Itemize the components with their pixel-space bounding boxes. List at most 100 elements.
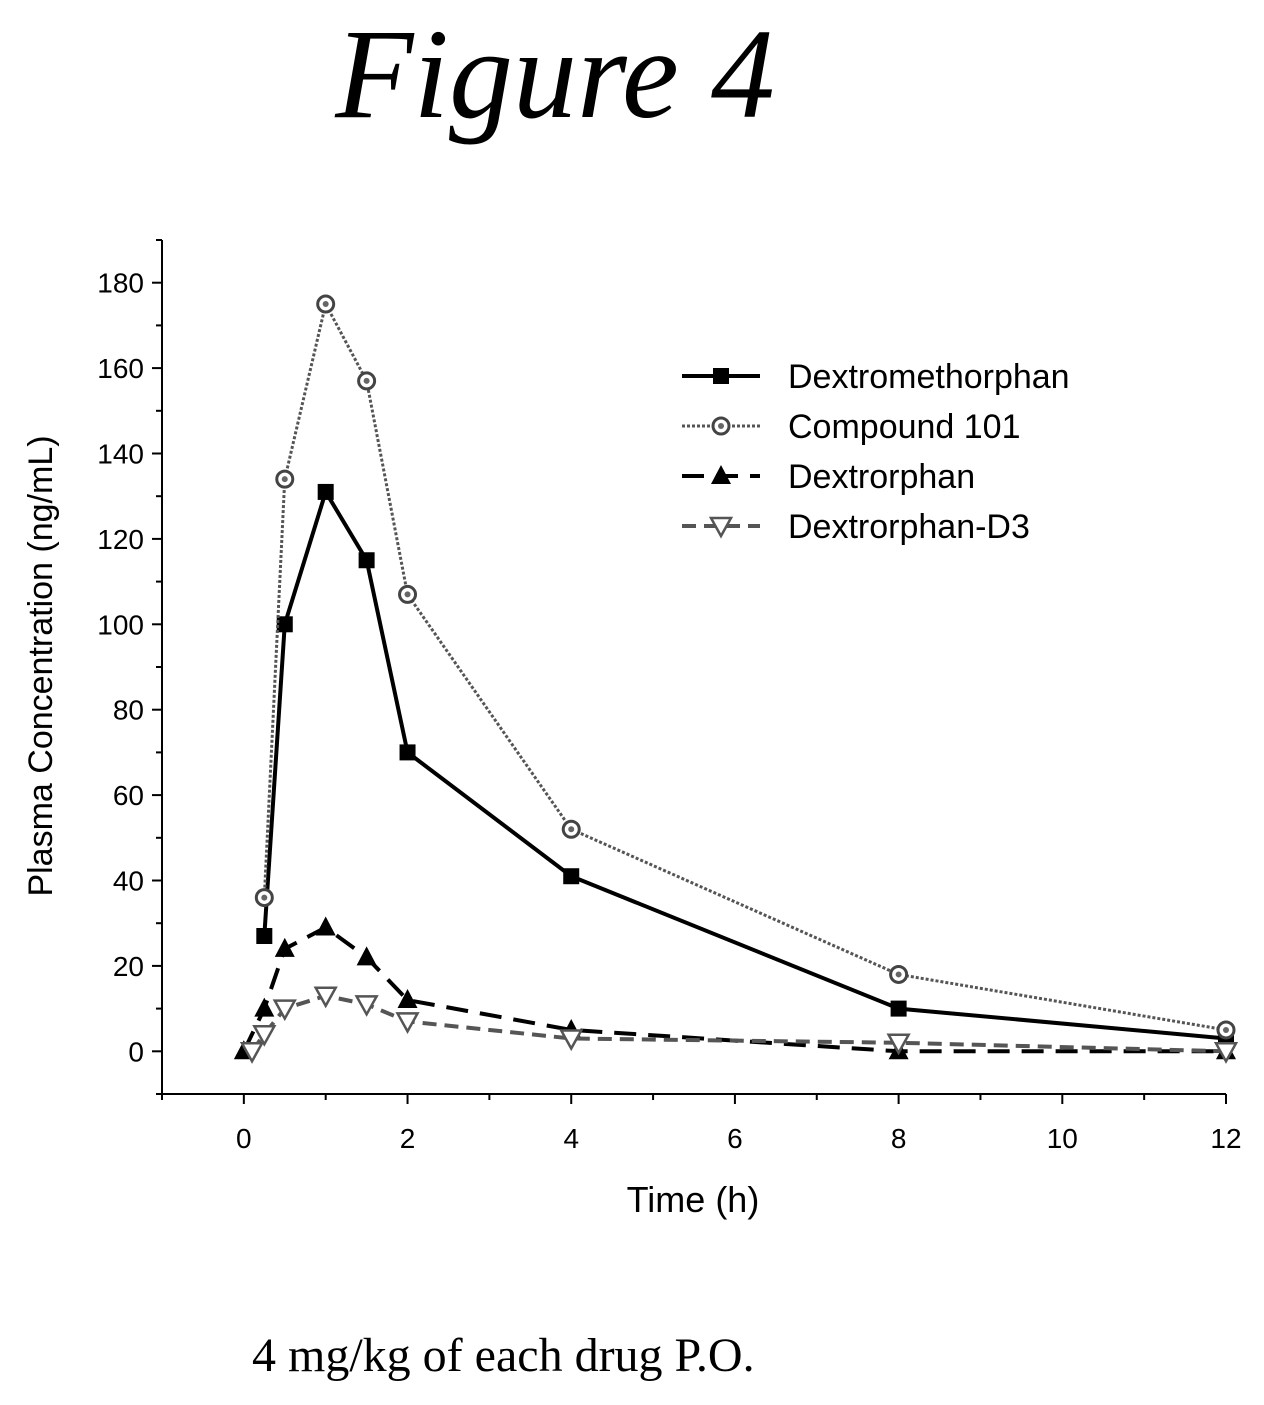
- square-marker: [276, 616, 293, 633]
- data-point: [890, 1000, 907, 1017]
- data-point: [254, 888, 274, 908]
- triangle-down-marker: [272, 999, 297, 1022]
- y-tick-label: 120: [97, 524, 144, 555]
- data-point: [274, 937, 295, 957]
- data-point: [272, 999, 297, 1022]
- data-point: [398, 584, 418, 604]
- series-layer: [233, 294, 1239, 1064]
- circle-marker-center: [404, 591, 411, 598]
- data-point: [354, 995, 379, 1017]
- data-point: [889, 964, 909, 984]
- series-dextrorphan: [233, 916, 1236, 1060]
- triangle-down-marker: [559, 1029, 584, 1052]
- legend-label: Dextrorphan-D3: [788, 508, 1030, 546]
- figure-caption: 4 mg/kg of each drug P.O.: [252, 1329, 755, 1382]
- legend-label: Compound 101: [788, 408, 1021, 446]
- x-tick-label: 10: [1047, 1123, 1078, 1154]
- circle-marker-center: [322, 301, 329, 308]
- data-point: [708, 516, 734, 539]
- data-point: [254, 997, 275, 1017]
- series-dextromethorphan: [256, 483, 1234, 1047]
- x-tick-label: 0: [236, 1123, 252, 1154]
- series-dextrorphan-d3: [239, 986, 1239, 1064]
- data-point: [559, 1029, 584, 1052]
- data-point: [317, 483, 334, 500]
- triangle-down-marker: [1213, 1042, 1239, 1064]
- legend-label: Dextrorphan: [788, 458, 975, 496]
- data-point: [252, 1024, 277, 1047]
- triangle-down-marker: [313, 986, 338, 1009]
- circle-marker-center: [568, 826, 575, 833]
- circle-marker-center: [718, 423, 724, 429]
- data-point: [275, 469, 295, 489]
- y-tick-label: 0: [128, 1036, 144, 1067]
- x-tick-label: 12: [1210, 1123, 1241, 1154]
- data-point: [397, 989, 418, 1009]
- data-point: [711, 465, 731, 484]
- data-point: [256, 928, 273, 945]
- square-marker: [563, 868, 580, 885]
- triangle-down-marker: [886, 1033, 911, 1056]
- square-marker: [358, 552, 375, 569]
- square-marker: [317, 483, 334, 500]
- triangle-marker: [315, 916, 336, 936]
- data-point: [276, 616, 293, 633]
- square-marker: [890, 1000, 907, 1017]
- series-line: [262, 487, 1227, 1041]
- data-point: [561, 819, 581, 839]
- x-axis-ticks: 0 2 4 6 8 10 12: [161, 1094, 1242, 1154]
- triangle-down-marker: [239, 1042, 265, 1064]
- data-point: [315, 916, 336, 936]
- data-point: [357, 371, 377, 391]
- x-tick-label: 8: [891, 1123, 907, 1154]
- data-point: [399, 744, 416, 761]
- data-point: [1213, 1042, 1239, 1064]
- triangle-marker: [356, 946, 377, 966]
- x-tick-label: 2: [400, 1123, 416, 1154]
- triangle-marker: [711, 465, 731, 484]
- data-point: [1216, 1020, 1236, 1040]
- y-tick-label: 140: [97, 439, 144, 470]
- data-point: [886, 1033, 911, 1056]
- triangle-marker: [274, 937, 295, 957]
- data-point: [395, 1012, 420, 1034]
- triangle-down-marker: [708, 516, 734, 539]
- y-tick-label: 60: [113, 780, 144, 811]
- y-tick-label: 40: [113, 866, 144, 897]
- data-point: [358, 552, 375, 569]
- y-axis-ticks: 0 20 40 60 80 100 120 140 160 180: [97, 239, 162, 1095]
- data-point: [563, 868, 580, 885]
- y-tick-label: 20: [113, 951, 144, 982]
- x-axis-label: Time (h): [627, 1179, 760, 1220]
- data-point: [239, 1042, 265, 1064]
- data-point: [711, 416, 731, 436]
- data-point: [313, 986, 338, 1009]
- circle-marker-center: [281, 476, 288, 483]
- legend: Dextromethorphan Compound 101 Dextrorphan D…: [682, 358, 1070, 546]
- triangle-down-marker: [354, 995, 379, 1017]
- y-tick-label: 160: [97, 353, 144, 384]
- triangle-down-marker: [395, 1012, 420, 1034]
- line-chart: 0 2 4 6 8 10 12 0 20 40 60 80 100 120 140 160 180 Dextr…: [22, 239, 1242, 1220]
- square-marker: [399, 744, 416, 761]
- figure-title: Figure 4: [335, 3, 775, 145]
- triangle-marker: [397, 989, 418, 1009]
- y-tick-label: 100: [97, 609, 144, 640]
- triangle-marker: [254, 997, 275, 1017]
- square-marker: [256, 928, 273, 945]
- triangle-down-marker: [252, 1024, 277, 1047]
- data-point: [713, 368, 729, 384]
- y-tick-label: 180: [97, 268, 144, 299]
- circle-marker-center: [1223, 1026, 1229, 1033]
- series-compound-101: [254, 294, 1236, 1040]
- circle-marker-center: [363, 377, 370, 384]
- x-tick-label: 4: [563, 1123, 579, 1154]
- square-marker: [713, 368, 729, 384]
- legend-label: Dextromethorphan: [788, 358, 1070, 396]
- circle-marker-center: [261, 894, 268, 901]
- y-tick-label: 80: [113, 695, 144, 726]
- data-point: [316, 294, 336, 314]
- series-line: [262, 299, 1227, 1032]
- circle-marker-center: [895, 971, 902, 978]
- series-line: [242, 925, 1226, 1054]
